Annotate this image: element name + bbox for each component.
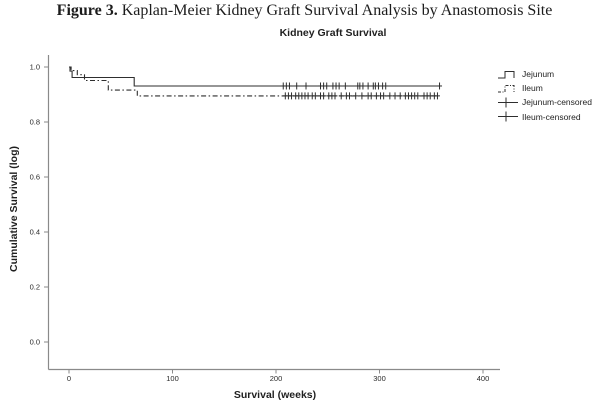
- x-tick-label: 300: [373, 374, 386, 383]
- x-tick-label: 100: [166, 374, 179, 383]
- chart-title: Kidney Graft Survival: [279, 27, 387, 39]
- legend-item-ileum: Ileum: [498, 81, 592, 95]
- legend-label: Jejunum: [522, 69, 555, 80]
- x-tick-label: 400: [477, 374, 490, 383]
- legend-item-jejunum: Jejunum: [498, 67, 592, 81]
- censored-plus-icon: [498, 97, 518, 108]
- x-tick-label: 0: [67, 374, 71, 383]
- x-tick-label: 200: [270, 374, 283, 383]
- figure-caption: Figure 3. Kaplan-Meier Kidney Graft Surv…: [0, 2, 609, 20]
- figure-label: Figure 3.: [56, 2, 118, 19]
- censored-plus-icon: [498, 111, 518, 122]
- y-tick-label: 0.8: [30, 118, 40, 127]
- y-tick-label: 1.0: [30, 63, 40, 72]
- legend-label: Jejunum-censored: [522, 97, 592, 108]
- series-ileum-curve: [69, 66, 439, 97]
- legend-item-ileum-censored: Ileum-censored: [498, 110, 592, 124]
- legend-label: Ileum: [522, 83, 543, 94]
- legend: Jejunum Ileum Jejunum-censored Ileum-censor…: [498, 67, 592, 124]
- figure-caption-text: Kaplan-Meier Kidney Graft Survival Analy…: [117, 2, 553, 19]
- step-line-icon: [498, 84, 515, 93]
- y-tick-label: 0.0: [30, 338, 40, 347]
- step-line-icon: [498, 70, 515, 79]
- legend-label: Ileum-censored: [522, 111, 581, 122]
- y-tick-label: 0.4: [30, 228, 40, 237]
- y-axis-label: Cumulative Survival (log): [8, 145, 20, 273]
- legend-item-jejunum-censored: Jejunum-censored: [498, 95, 592, 109]
- y-tick-label: 0.2: [30, 283, 40, 292]
- series-jejunum-curve: [69, 66, 440, 87]
- y-tick-label: 0.6: [30, 173, 40, 182]
- x-axis-label: Survival (weeks): [233, 389, 317, 401]
